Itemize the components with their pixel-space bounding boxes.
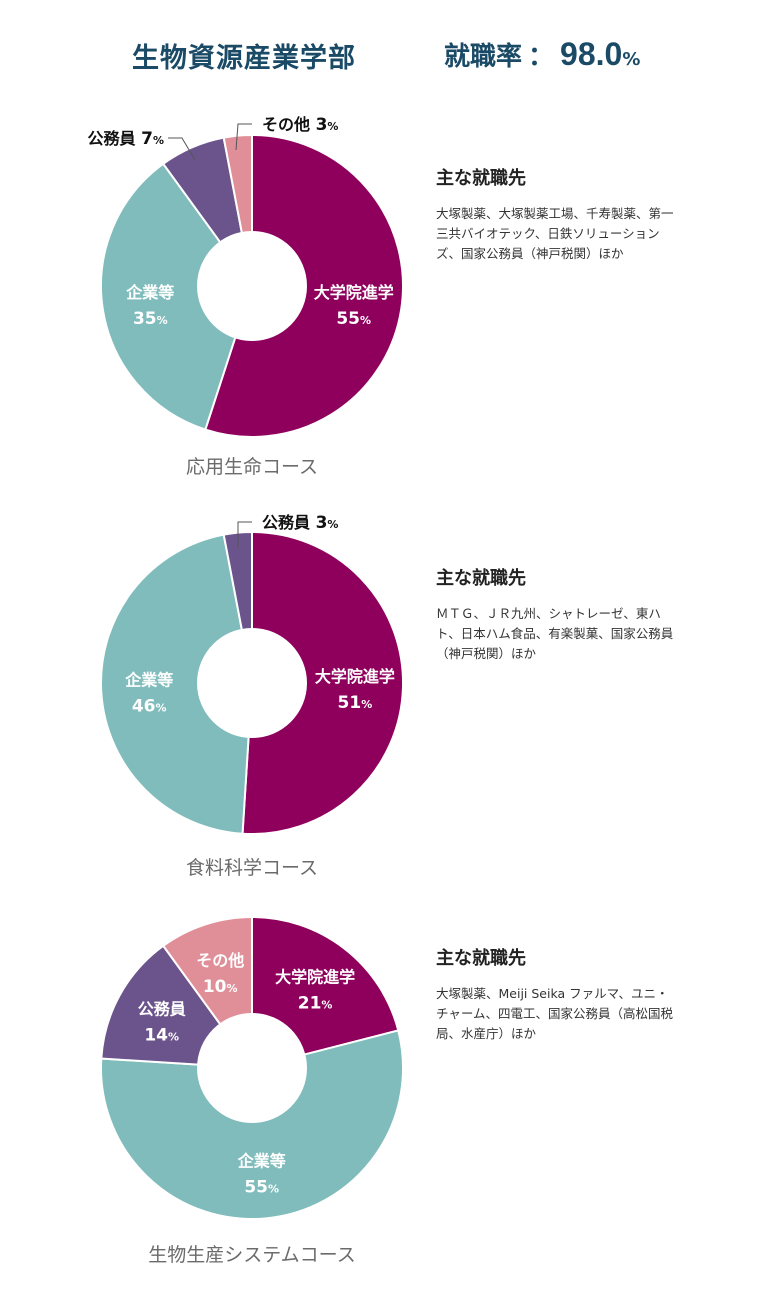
course-label-applied-life: 応用生命コース <box>185 456 319 478</box>
employers-food-science: 主な就職先 ＭＴＧ、ＪＲ九州、シャトレーゼ、東ハト、日本ハム食品、有楽製菓、国家… <box>436 564 676 664</box>
employers-title: 主な就職先 <box>436 948 526 969</box>
slice-value-graduate-school: 51% <box>338 693 373 713</box>
employment-rate: 就職率： 98.0% <box>444 36 640 73</box>
slice-label-other: その他 3% <box>262 115 338 135</box>
course-label-bio-production: 生物生産システムコース <box>148 1244 356 1266</box>
donut-hole <box>197 1013 307 1123</box>
rate-value: 98.0 <box>560 36 623 72</box>
slice-value-graduate-school: 55% <box>336 309 371 329</box>
employers-title: 主な就職先 <box>436 568 526 589</box>
slice-company <box>100 162 254 431</box>
employers-list: 大塚製薬、大塚製薬工場、千寿製薬、第一三共バイオテック、日鉄ソリューションズ、国… <box>436 206 674 261</box>
slice-label-company: 企業等 <box>125 283 174 302</box>
employers-list: 大塚製薬、Meiji Seika ファルマ、ユニ・チャーム、四電工、国家公務員（… <box>436 986 674 1041</box>
donut-hole <box>197 628 307 738</box>
leader-line-other <box>235 123 252 151</box>
department-title: 生物資源産業学部 <box>132 43 356 74</box>
rate-colon: ： <box>528 42 555 72</box>
employers-applied-life: 主な就職先 大塚製薬、大塚製薬工場、千寿製薬、第一三共バイオテック、日鉄ソリュー… <box>436 164 676 264</box>
slice-label-public-servant: 公務員 <box>138 999 186 1018</box>
rate-label: 就職率 <box>444 42 523 72</box>
slice-label-company: 企業等 <box>237 1152 286 1171</box>
donut-hole <box>197 231 307 341</box>
donut-chart-applied-life: 大学院進学 55% 企業等 35% 公務員 7% その他 3% <box>88 115 404 438</box>
employers-list: ＭＴＧ、ＪＲ九州、シャトレーゼ、東ハト、日本ハム食品、有楽製菓、国家公務員（神戸… <box>436 606 674 661</box>
slice-label-public-servant: 公務員 7% <box>88 129 164 149</box>
slice-value-public-servant: 14% <box>144 1025 179 1045</box>
slice-value-company: 35% <box>133 309 168 329</box>
employers-title: 主な就職先 <box>436 168 526 189</box>
slice-value-company: 55% <box>244 1178 279 1198</box>
slice-company <box>100 1029 404 1220</box>
slice-label-graduate-school: 大学院進学 <box>315 667 395 686</box>
slice-value-company: 46% <box>132 697 167 717</box>
rate-unit: % <box>622 49 641 70</box>
slice-label-graduate-school: 大学院進学 <box>314 283 394 302</box>
slice-company <box>100 533 254 835</box>
slice-value-other: 10% <box>203 977 238 997</box>
slice-graduate-school <box>241 530 404 835</box>
leader-line-public-servant <box>168 137 196 161</box>
donut-chart-bio-production: 大学院進学 21% 企業等 55% 公務員 14% その他 10% <box>100 915 404 1220</box>
page-header: 生物資源産業学部 就職率： 98.0% <box>0 36 768 80</box>
donut-chart-food-science: 大学院進学 51% 企業等 46% 公務員 3% <box>100 513 404 835</box>
slice-label-graduate-school: 大学院進学 <box>275 968 355 987</box>
slice-label-public-servant: 公務員 3% <box>262 513 338 533</box>
slice-value-graduate-school: 21% <box>298 994 333 1014</box>
slice-label-other: その他 <box>196 951 244 970</box>
course-label-food-science: 食料科学コース <box>185 857 319 879</box>
slice-label-company: 企業等 <box>124 671 173 690</box>
leader-line-public-servant <box>237 521 252 548</box>
employers-bio-production: 主な就職先 大塚製薬、Meiji Seika ファルマ、ユニ・チャーム、四電工、… <box>436 944 676 1044</box>
